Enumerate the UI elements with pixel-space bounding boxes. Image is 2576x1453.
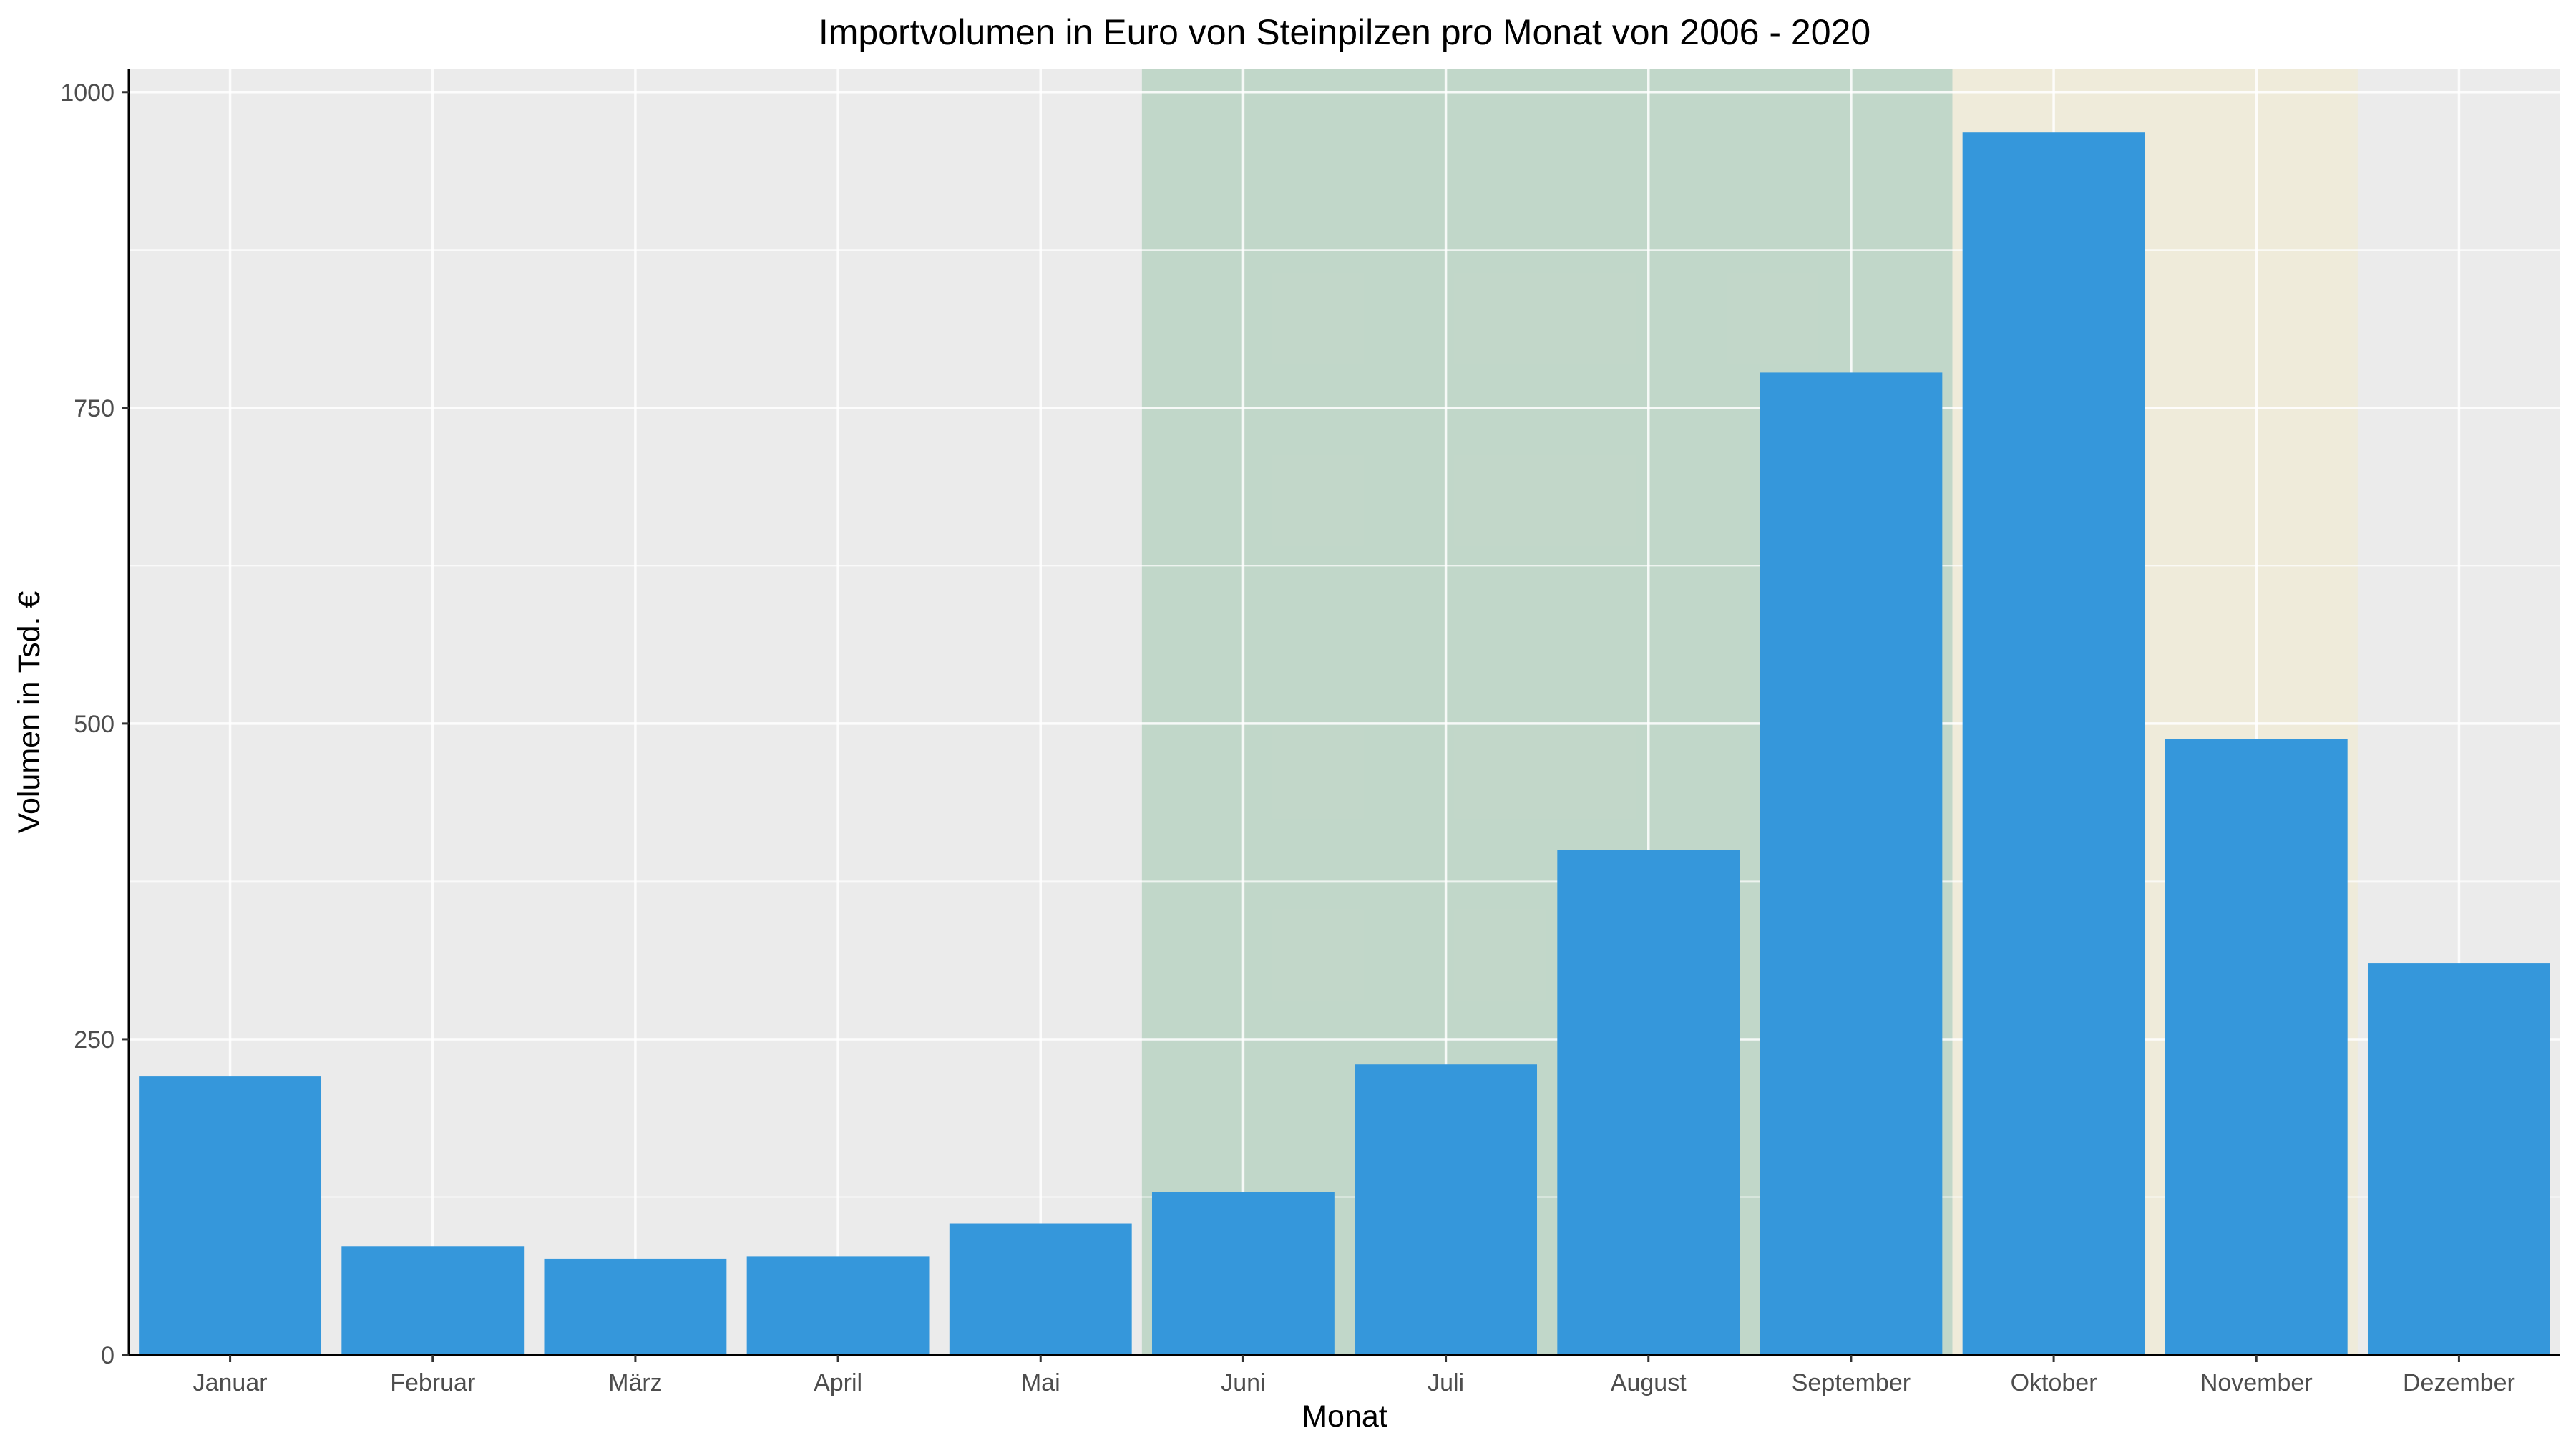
plot-panel bbox=[129, 69, 2560, 1355]
bar-september bbox=[1760, 372, 1943, 1355]
bar-oktober bbox=[1962, 132, 2145, 1356]
y-tick-label: 0 bbox=[101, 1342, 114, 1369]
bar-januar bbox=[139, 1076, 322, 1355]
bar-februar bbox=[341, 1246, 525, 1355]
bar-april bbox=[746, 1256, 930, 1355]
x-tick-label: November bbox=[2200, 1369, 2313, 1396]
bar-november bbox=[2165, 739, 2348, 1355]
x-tick-label: April bbox=[814, 1369, 862, 1396]
x-tick-label: Mai bbox=[1021, 1369, 1060, 1396]
chart-title: Importvolumen in Euro von Steinpilzen pr… bbox=[819, 12, 1870, 52]
x-tick-label: Oktober bbox=[2011, 1369, 2097, 1396]
bars bbox=[139, 132, 2550, 1356]
bar-august bbox=[1557, 850, 1740, 1355]
x-tick-label: März bbox=[608, 1369, 663, 1396]
y-tick-label: 750 bbox=[74, 395, 114, 422]
axes bbox=[127, 69, 2560, 1356]
x-tick-label: September bbox=[1792, 1369, 1911, 1396]
y-axis-title: Volumen in Tsd. € bbox=[12, 591, 47, 834]
x-tick-label: August bbox=[1611, 1369, 1687, 1396]
bar-juli bbox=[1355, 1064, 1538, 1355]
x-tick-label: Februar bbox=[390, 1369, 475, 1396]
y-tick-label: 1000 bbox=[60, 79, 114, 107]
x-tick-label: Dezember bbox=[2403, 1369, 2515, 1396]
x-axis-title: Monat bbox=[1302, 1399, 1387, 1434]
bar-dezember bbox=[2367, 963, 2550, 1355]
bar-märz bbox=[544, 1258, 727, 1355]
y-tick-label: 500 bbox=[74, 711, 114, 738]
bar-juni bbox=[1151, 1192, 1335, 1355]
x-tick-label: Juli bbox=[1428, 1369, 1464, 1396]
x-tick-label: Juni bbox=[1221, 1369, 1265, 1396]
bar-mai bbox=[949, 1223, 1132, 1355]
tick-labels: 0 250 500 750 1000 Januar Februar März April Mai J… bbox=[60, 79, 2514, 1396]
y-tick-label: 250 bbox=[74, 1026, 114, 1054]
x-tick-label: Januar bbox=[193, 1369, 268, 1396]
